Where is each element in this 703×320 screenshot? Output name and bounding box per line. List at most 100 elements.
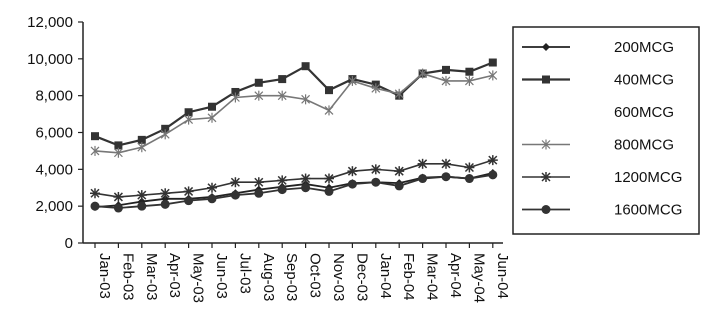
y-tick-label: 0 [65,235,73,252]
data-point [394,181,404,191]
series-400MCG [91,58,497,150]
x-tick-label: Sep-03 [283,253,300,301]
data-point [207,194,217,204]
data-point [113,191,124,202]
legend-label: 600MCG [614,104,674,121]
x-tick-label: Nov-03 [330,253,347,301]
data-point [394,166,405,177]
data-point [277,185,287,195]
data-point [370,164,381,175]
plot-area: 0 2,000 4,000 6,000 8,000 10,000 12,000 Jan-03 F… [27,14,511,303]
x-tick-label: Dec-03 [353,253,370,301]
x-tick-label: Mar-03 [143,253,160,301]
data-point [418,68,428,79]
x-tick-label: Jun-04 [494,253,511,299]
data-point [113,203,123,213]
data-point [488,170,498,180]
data-point [324,186,334,196]
data-point [183,186,194,197]
data-point [207,182,217,193]
x-tick-label: May-03 [190,253,207,303]
data-point [488,70,498,81]
x-tick-label: May-04 [470,253,487,303]
data-point [301,94,311,105]
data-point [347,179,357,189]
data-point [487,155,498,166]
legend-entry: 1600MCG [522,202,682,219]
data-point [231,87,240,96]
x-tick-label: Jan-04 [377,253,394,299]
x-tick-label: Apr-03 [166,253,183,298]
data-point [254,90,264,101]
series-1600MCG [90,170,498,213]
legend-marker [541,205,551,214]
x-tick-label: Jan-03 [96,253,113,299]
data-point [277,90,287,101]
data-point [184,108,193,117]
data-point [324,105,334,116]
data-point [325,86,333,95]
x-tick-label: Jul-03 [236,253,253,294]
x-tick-label: Feb-03 [119,253,136,301]
data-point [441,75,451,86]
data-point [301,183,311,193]
legend-marker [542,43,550,51]
x-tick-label: Jun-03 [213,253,230,299]
data-point [464,174,474,184]
data-point [136,190,147,201]
x-tick-label: Feb-04 [400,253,417,301]
legend-label: 200MCG [614,39,674,56]
data-point [488,58,497,67]
data-point [441,158,451,169]
data-point [90,188,100,199]
data-point [137,135,146,144]
data-point [347,166,358,177]
data-point [137,142,147,153]
data-point [160,188,171,199]
x-tick-label: Oct-03 [307,253,324,298]
legend-label: 1600MCG [614,202,682,219]
data-point [114,141,123,150]
data-point [90,145,100,156]
series-line [94,72,493,154]
legend-label: 800MCG [614,137,674,154]
data-point [277,175,288,186]
legend-entry: 1200MCG [522,169,682,186]
data-point [230,190,240,200]
data-point [91,132,99,141]
data-point [441,172,451,182]
data-point [300,173,311,184]
data-point [207,112,217,123]
data-point [230,177,241,188]
data-point [254,78,263,87]
legend-entry: 600MCG [614,104,674,121]
data-point [464,162,475,173]
data-point [465,67,474,76]
data-point [161,124,170,133]
series-1200MCG [90,155,498,202]
data-point [184,196,194,206]
data-point [184,114,194,125]
legend-entry: 200MCG [522,39,674,56]
data-point [324,173,334,184]
legend: 200MCG 400MCG 600MCG 800MCG 1200MCG 1600MCG [512,26,700,235]
series-800MCG [90,68,498,158]
y-tick-label: 4,000 [35,161,73,178]
data-point [160,199,170,209]
data-point [253,177,264,188]
data-point [208,102,216,111]
x-tick-label: Apr-04 [447,253,464,298]
data-point [137,201,147,211]
data-point [442,65,450,74]
x-tick-label: Mar-04 [424,253,441,301]
legend-marker [541,139,551,150]
legend-entry: 800MCG [522,137,674,154]
y-tick-label: 2,000 [35,198,73,215]
legend-label: 400MCG [614,72,674,89]
legend-marker [541,172,551,182]
data-point [230,92,240,103]
y-tick-label: 6,000 [35,125,73,142]
y-tick-label: 10,000 [27,51,73,68]
legend-entry: 400MCG [522,72,674,89]
